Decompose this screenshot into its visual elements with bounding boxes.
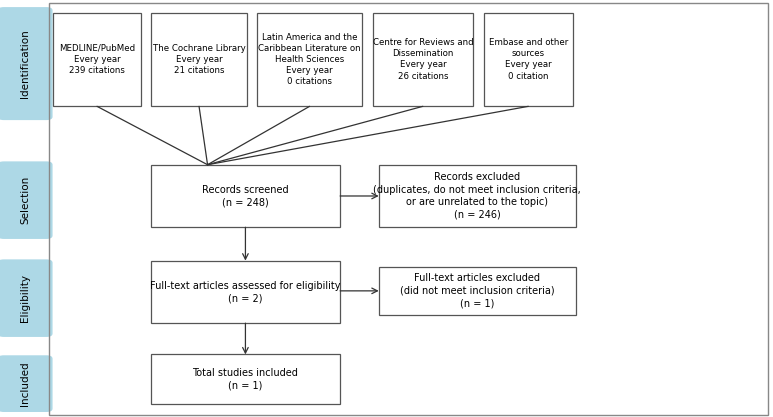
Text: Included: Included [20, 361, 30, 406]
Text: MEDLINE/PubMed
Every year
239 citations: MEDLINE/PubMed Every year 239 citations [59, 44, 135, 75]
FancyBboxPatch shape [484, 13, 573, 106]
FancyBboxPatch shape [379, 267, 576, 315]
Text: Selection: Selection [20, 176, 30, 224]
FancyBboxPatch shape [53, 13, 141, 106]
Text: Identification: Identification [20, 29, 30, 98]
FancyBboxPatch shape [151, 354, 340, 404]
FancyBboxPatch shape [373, 13, 473, 106]
Text: Latin America and the
Caribbean Literature on
Health Sciences
Every year
0 citat: Latin America and the Caribbean Literatu… [258, 33, 361, 86]
FancyBboxPatch shape [0, 259, 53, 337]
FancyBboxPatch shape [0, 355, 53, 412]
Text: Eligibility: Eligibility [20, 274, 30, 322]
FancyBboxPatch shape [379, 165, 576, 227]
Text: The Cochrane Library
Every year
21 citations: The Cochrane Library Every year 21 citat… [153, 44, 245, 75]
FancyBboxPatch shape [151, 13, 247, 106]
FancyBboxPatch shape [151, 261, 340, 323]
Text: Centre for Reviews and
Dissemination
Every year
26 citations: Centre for Reviews and Dissemination Eve… [373, 38, 473, 80]
Text: Total studies included
(n = 1): Total studies included (n = 1) [192, 368, 298, 391]
Text: Records excluded
(duplicates, do not meet inclusion criteria,
or are unrelated t: Records excluded (duplicates, do not mee… [373, 172, 581, 220]
Text: Embase and other
sources
Every year
0 citation: Embase and other sources Every year 0 ci… [489, 38, 568, 80]
Text: Full-text articles excluded
(did not meet inclusion criteria)
(n = 1): Full-text articles excluded (did not mee… [400, 274, 555, 308]
FancyBboxPatch shape [0, 7, 53, 120]
Text: Full-text articles assessed for eligibility
(n = 2): Full-text articles assessed for eligibil… [150, 281, 341, 303]
FancyBboxPatch shape [257, 13, 362, 106]
FancyBboxPatch shape [151, 165, 340, 227]
Text: Records screened
(n = 248): Records screened (n = 248) [202, 185, 289, 207]
FancyBboxPatch shape [0, 161, 53, 239]
